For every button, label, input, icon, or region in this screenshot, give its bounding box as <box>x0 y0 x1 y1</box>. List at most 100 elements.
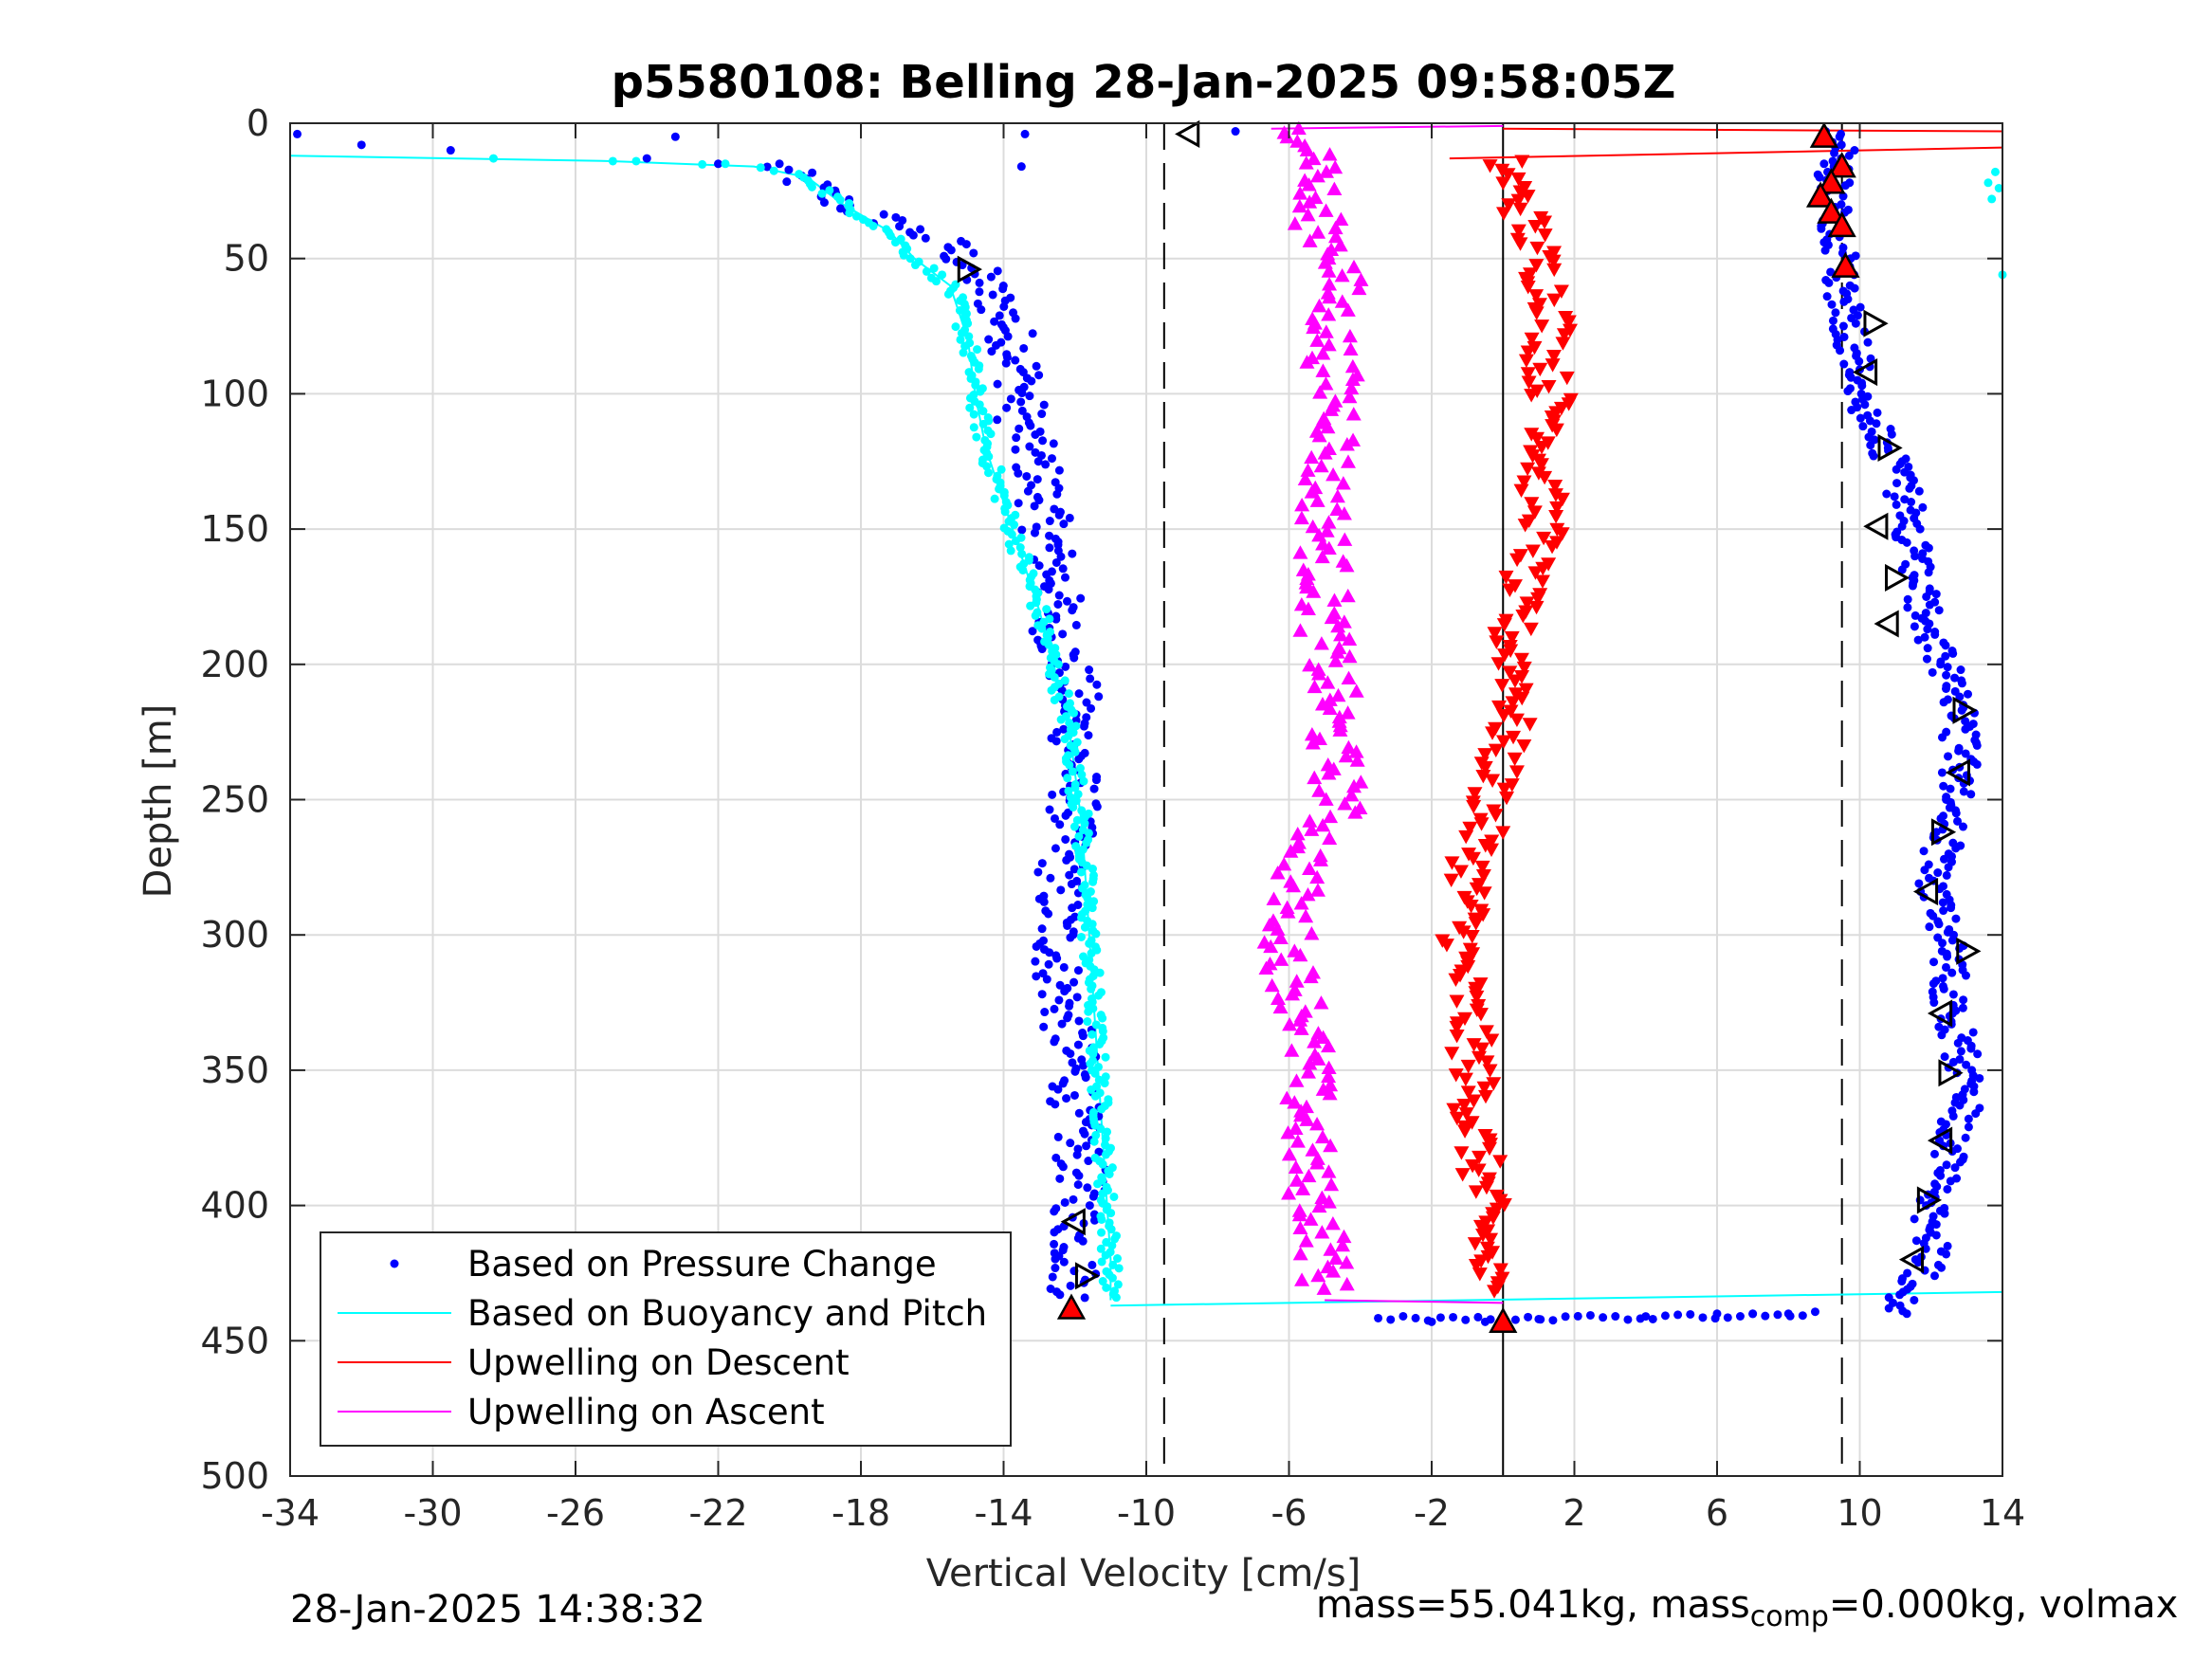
buoyancy-point <box>956 335 965 344</box>
ascent-upwelling-point <box>1337 532 1353 546</box>
buoyancy-point <box>1080 819 1089 829</box>
pressure-ascent-point <box>1944 752 1953 761</box>
ascent-upwelling-point <box>1291 198 1307 213</box>
x-tick-label: -18 <box>832 1492 890 1534</box>
pressure-ascent-point <box>1821 276 1831 285</box>
pressure-descent-point <box>1050 1239 1059 1249</box>
pressure-ascent-point <box>1959 1152 1968 1161</box>
ascent-upwelling-point <box>1304 926 1320 940</box>
ascent-upwelling-point <box>1272 999 1289 1014</box>
buoyancy-point <box>1072 815 1082 825</box>
pressure-ascent-point <box>1910 546 1919 556</box>
descent-upwelling-point <box>1476 1081 1492 1096</box>
pressure-ascent-point <box>1933 933 1943 942</box>
black-outlined-triangle <box>1863 309 1889 337</box>
descent-upwelling-point <box>1474 860 1490 875</box>
pressure-descent-point <box>1059 962 1069 972</box>
buoyancy-point <box>1010 520 1019 530</box>
pressure-descent-point <box>1083 1183 1092 1193</box>
ascent-upwelling-point <box>1292 186 1308 200</box>
descent-upwelling-point <box>1529 431 1545 447</box>
pressure-ascent-point <box>1914 879 1924 888</box>
ascent-upwelling-point <box>1342 389 1358 404</box>
descent-upwelling-point <box>1512 185 1528 199</box>
pressure-descent-point <box>1074 755 1084 764</box>
descent-upwelling-point <box>1485 726 1501 740</box>
ascent-upwelling-point <box>1294 1272 1310 1286</box>
pressure-descent-point <box>1031 429 1040 439</box>
descent-upwelling-point <box>1488 809 1504 823</box>
red-outlined-triangle <box>1827 210 1856 238</box>
ascent-upwelling-point <box>1279 1090 1295 1104</box>
descent-upwelling-point <box>1479 1055 1495 1069</box>
ascent-upwelling-point <box>1339 1276 1355 1291</box>
pressure-ascent-point <box>1914 486 1924 496</box>
ascent-upwelling-point <box>1348 744 1364 758</box>
ascent-upwelling-point <box>1305 736 1321 750</box>
pressure-descent-point <box>782 177 792 187</box>
buoyancy-point <box>1069 822 1079 831</box>
descent-upwelling-point <box>1495 826 1511 840</box>
pressure-descent-point <box>1061 834 1070 844</box>
buoyancy-point <box>973 345 982 355</box>
pressure-ascent-point <box>1827 300 1837 309</box>
pressure-ascent-point <box>1925 584 1934 593</box>
pressure-ascent-point <box>1952 1174 1962 1183</box>
ascent-upwelling-point <box>1322 701 1338 716</box>
ascent-upwelling-point <box>1341 739 1357 755</box>
ascent-upwelling-point <box>1316 1281 1332 1295</box>
pressure-ascent-point <box>1934 606 1944 615</box>
pressure-descent-point <box>1053 1085 1063 1094</box>
pressure-bottom-point <box>1561 1312 1570 1322</box>
pressure-bottom-point <box>1735 1311 1745 1321</box>
buoyancy-point <box>1060 735 1069 744</box>
pressure-bottom-point <box>1611 1312 1620 1322</box>
ascent-upwelling-point <box>1310 1051 1326 1066</box>
pressure-descent-point <box>1051 1264 1060 1273</box>
pressure-descent-point <box>1032 361 1041 371</box>
pressure-descent-point <box>975 287 984 297</box>
buoyancy-point <box>851 211 861 221</box>
buoyancy-point <box>1101 1150 1110 1159</box>
pressure-descent-point <box>1082 1141 1091 1151</box>
pressure-descent-point <box>1080 1293 1089 1303</box>
pressure-descent-point <box>1034 561 1044 571</box>
ascent-upwelling-point <box>1270 866 1286 880</box>
pressure-descent-point <box>1039 400 1049 410</box>
descent-upwelling-point <box>1466 1094 1482 1108</box>
ascent-upwelling-point <box>1340 454 1356 468</box>
pressure-descent-point <box>1037 859 1047 868</box>
y-tick-label: 300 <box>200 914 269 956</box>
ascent-upwelling-point <box>1306 319 1322 335</box>
descent-upwelling-point <box>1533 458 1549 472</box>
pressure-descent-point <box>1037 645 1047 654</box>
ascent-upwelling-point <box>1293 510 1309 525</box>
pressure-ascent-point <box>1957 1033 1966 1043</box>
pressure-ascent-point <box>1958 822 1967 831</box>
descent-upwelling-point <box>1455 925 1472 939</box>
descent-upwelling-point <box>1510 224 1526 239</box>
pressure-descent-point <box>1031 957 1040 966</box>
buoyancy-point <box>899 250 908 260</box>
pressure-ascent-point <box>1945 924 1954 934</box>
descent-upwelling-point <box>1485 774 1501 788</box>
pressure-ascent-point <box>1961 1133 1970 1142</box>
pressure-descent-point <box>990 317 999 326</box>
ascent-upwelling-point <box>1289 134 1306 148</box>
descent-upwelling-point <box>1472 1050 1488 1066</box>
ascent-upwelling-point <box>1302 861 1318 875</box>
ascent-upwelling-point <box>1326 592 1343 607</box>
pressure-descent-point <box>1086 674 1095 684</box>
x-tick-label: 10 <box>1837 1492 1882 1534</box>
pressure-ascent-point <box>1867 427 1876 436</box>
pressure-descent-point <box>1011 314 1020 323</box>
descent-upwelling-point <box>1481 1141 1497 1157</box>
buoyancy-point <box>1017 549 1027 558</box>
descent-upwelling-point <box>1466 799 1482 814</box>
pressure-ascent-point <box>1967 1066 1977 1075</box>
pressure-descent-point <box>1050 1004 1059 1013</box>
ascent-upwelling-point <box>1325 467 1342 482</box>
descent-upwelling-point <box>1482 159 1498 173</box>
pressure-ascent-point <box>1906 505 1915 515</box>
pressure-ascent-point <box>1930 1271 1940 1281</box>
